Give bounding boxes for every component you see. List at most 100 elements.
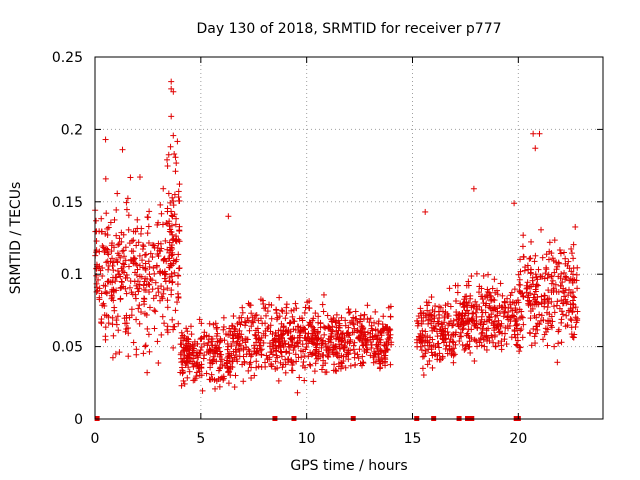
data-point [110, 267, 117, 274]
data-point [502, 304, 509, 311]
data-point [278, 307, 285, 314]
data-point [160, 286, 167, 293]
data-point [532, 252, 539, 259]
data-point [224, 346, 231, 353]
data-point [535, 266, 542, 273]
data-point [144, 325, 151, 332]
data-point [501, 299, 508, 306]
data-point [548, 313, 555, 320]
data-point [301, 353, 308, 360]
data-point [484, 288, 491, 295]
data-point [534, 293, 541, 300]
data-point [541, 298, 548, 305]
data-point [144, 369, 151, 376]
data-point [545, 300, 552, 307]
data-point [511, 286, 518, 293]
data-point [125, 330, 132, 337]
data-point [125, 353, 132, 360]
data-point [239, 304, 246, 311]
data-point [151, 307, 158, 314]
data-point [125, 226, 132, 233]
data-point [240, 353, 247, 360]
data-point [310, 327, 317, 334]
data-point [570, 255, 577, 262]
data-point [146, 348, 153, 355]
data-point [324, 312, 331, 319]
data-point [381, 354, 388, 361]
data-point [146, 281, 153, 288]
data-point [107, 219, 114, 226]
data-point [509, 307, 516, 314]
data-point [96, 264, 103, 271]
data-point [155, 289, 162, 296]
data-point [220, 323, 227, 330]
data-point [151, 270, 158, 277]
data-point [380, 325, 387, 332]
data-point [497, 280, 504, 287]
data-point [308, 323, 315, 330]
data-point [115, 327, 122, 334]
data-point [132, 228, 139, 235]
data-point [100, 244, 107, 251]
data-point [168, 252, 175, 259]
data-point [220, 326, 227, 333]
data-point [481, 318, 488, 325]
data-point [490, 320, 497, 327]
data-point [462, 345, 469, 352]
data-point [454, 289, 461, 296]
data-point [421, 353, 428, 360]
data-point [432, 303, 439, 310]
data-point [188, 331, 195, 338]
data-point [247, 353, 254, 360]
data-point [233, 342, 240, 349]
data-point [549, 277, 556, 284]
data-point [551, 237, 558, 244]
data-point [164, 304, 171, 311]
data-point [485, 271, 492, 278]
data-point [544, 342, 551, 349]
data-point [455, 312, 462, 319]
data-point [215, 376, 222, 383]
data-point [113, 321, 120, 328]
data-point [450, 359, 457, 366]
data-point [181, 380, 188, 387]
data-point [173, 215, 180, 222]
data-point [530, 294, 537, 301]
x-tick-label: 10 [298, 431, 316, 447]
data-point [363, 341, 370, 348]
data-point [563, 312, 570, 319]
data-point [570, 334, 577, 341]
data-point [180, 348, 187, 355]
data-point [169, 194, 176, 201]
data-point [142, 343, 149, 350]
data-point [562, 287, 569, 294]
data-point [358, 362, 365, 369]
data-point [543, 266, 550, 273]
grid [95, 57, 603, 419]
data-point [278, 349, 285, 356]
data-point [259, 320, 266, 327]
data-point [134, 266, 141, 273]
data-point [519, 334, 526, 341]
data-point [565, 309, 572, 316]
data-point [236, 333, 243, 340]
data-point [145, 223, 152, 230]
data-point [325, 353, 332, 360]
data-point [109, 354, 116, 361]
data-point [104, 249, 111, 256]
data-point [358, 329, 365, 336]
data-point [517, 268, 524, 275]
data-point [298, 354, 305, 361]
data-point [133, 282, 140, 289]
data-point [506, 322, 513, 329]
data-point [307, 362, 314, 369]
data-point [273, 348, 280, 355]
data-point [282, 315, 289, 322]
data-point [541, 331, 548, 338]
data-point [381, 325, 388, 332]
data-point [268, 315, 275, 322]
data-point [248, 375, 255, 382]
data-point [478, 307, 485, 314]
data-point [297, 327, 304, 334]
